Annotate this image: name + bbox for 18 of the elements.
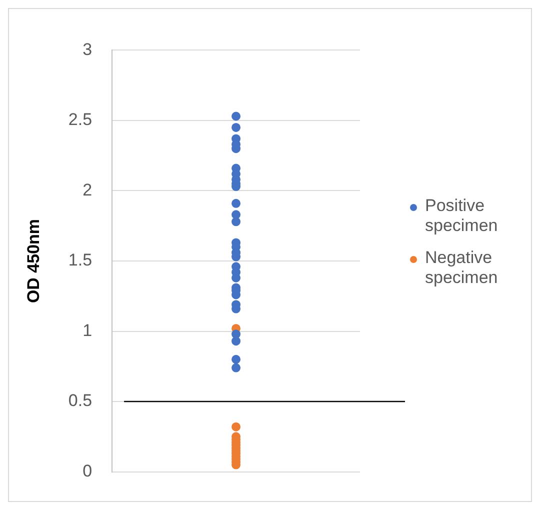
- y-tick-label: 2: [82, 180, 92, 200]
- point: [232, 122, 241, 132]
- legend-label: Negative specimen: [425, 248, 499, 288]
- legend-label: Positive specimen: [425, 196, 499, 236]
- point: [232, 363, 241, 372]
- point: [232, 198, 241, 208]
- y-tick-label: 2.5: [68, 110, 92, 130]
- y-axis-title: OD 450nm: [24, 218, 43, 304]
- y-tick-label: 0.5: [68, 391, 92, 410]
- y-tick-label: 3: [82, 40, 92, 59]
- point: [232, 354, 241, 364]
- point: [232, 217, 241, 226]
- y-tick-label: 1.5: [68, 250, 92, 270]
- point: [232, 336, 241, 346]
- y-tick-label: 0: [82, 461, 92, 480]
- point: [232, 422, 241, 432]
- point: [232, 112, 241, 121]
- y-tick-label: 1: [82, 320, 92, 340]
